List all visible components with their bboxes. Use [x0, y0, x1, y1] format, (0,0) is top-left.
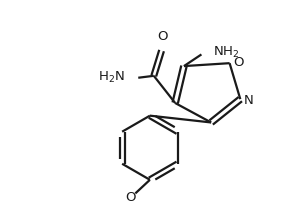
Text: O: O — [233, 56, 244, 69]
Text: N: N — [244, 94, 254, 107]
Text: O: O — [157, 30, 168, 43]
Text: O: O — [125, 191, 136, 204]
Text: H$_2$N: H$_2$N — [98, 70, 125, 85]
Text: NH$_2$: NH$_2$ — [213, 45, 240, 60]
